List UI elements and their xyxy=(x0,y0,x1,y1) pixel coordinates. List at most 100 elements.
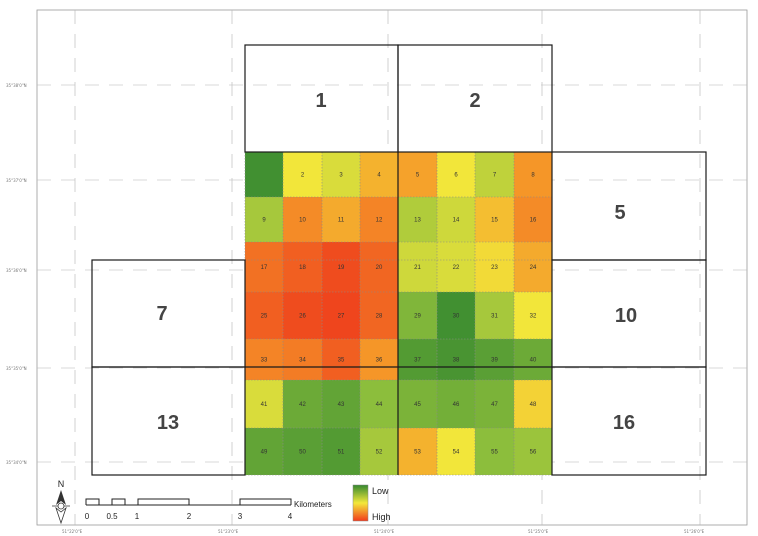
cell-number-label: 6 xyxy=(454,173,458,179)
heatmap-cell xyxy=(437,339,475,380)
lon-tick: 51°25'0"E xyxy=(528,529,549,534)
cell-number-label: 31 xyxy=(491,314,498,320)
heatmap-cell xyxy=(283,292,322,339)
block-label: 16 xyxy=(613,412,635,434)
scale-bar: 0 0.5 1 2 3 4 Kilometers xyxy=(85,498,332,521)
cell-number-label: 51 xyxy=(338,450,345,456)
lon-tick: 51°23'0"E xyxy=(218,529,239,534)
heatmap-cell xyxy=(283,242,322,292)
heatmap-cell xyxy=(514,152,552,197)
heatmap-cell xyxy=(245,428,283,475)
heatmap-cell xyxy=(360,428,398,475)
longitude-labels: 51°22'0"E 51°23'0"E 51°24'0"E 51°25'0"E … xyxy=(62,529,705,534)
heatmap-cell xyxy=(437,197,475,242)
cell-number-label: 16 xyxy=(530,218,537,224)
cell-number-label: 2 xyxy=(301,173,305,179)
cell-number-label: 26 xyxy=(299,314,306,320)
legend: Low High xyxy=(352,484,391,522)
heatmap-cell xyxy=(398,380,437,428)
cell-number-label: 47 xyxy=(491,402,498,408)
cell-number-label: 17 xyxy=(261,265,268,271)
heatmap-cell xyxy=(245,292,283,339)
heatmap-cell xyxy=(398,242,437,292)
heatmap-cell xyxy=(283,380,322,428)
cell-number-label: 15 xyxy=(491,218,498,224)
cell-number-label: 24 xyxy=(530,265,537,271)
cell-number-label: 21 xyxy=(414,265,421,271)
heatmap-cell xyxy=(514,380,552,428)
cell-number-label: 41 xyxy=(261,402,268,408)
cell-number-label: 48 xyxy=(530,402,537,408)
heatmap-cell xyxy=(360,292,398,339)
cell-number-label: 42 xyxy=(299,402,306,408)
cell-number-label: 44 xyxy=(376,402,383,408)
cell-number-label: 49 xyxy=(261,450,268,456)
heatmap-cell xyxy=(360,242,398,292)
cell-number-label: 54 xyxy=(453,450,460,456)
heatmap-cell xyxy=(475,292,514,339)
heatmap-cell xyxy=(360,152,398,197)
cell-number-label: 8 xyxy=(531,173,535,179)
heatmap-cell xyxy=(475,380,514,428)
cell-number-label: 14 xyxy=(453,218,460,224)
cell-number-label: 43 xyxy=(338,402,345,408)
heatmap-cell xyxy=(245,197,283,242)
scale-tick-label: 1 xyxy=(135,512,140,521)
heatmap-cell xyxy=(514,242,552,292)
block-label: 7 xyxy=(156,303,167,325)
scale-tick-label: 0 xyxy=(85,512,90,521)
lon-tick: 51°26'0"E xyxy=(684,529,705,534)
heatmap-cell xyxy=(437,380,475,428)
heatmap-cell xyxy=(437,242,475,292)
cell-number-label: 7 xyxy=(493,173,497,179)
scale-tick-label: 3 xyxy=(238,512,243,521)
heatmap-cell xyxy=(514,292,552,339)
cell-number-label: 18 xyxy=(299,265,306,271)
cell-number-label: 10 xyxy=(299,218,306,224)
heatmap-cell xyxy=(514,428,552,475)
heatmap-cell xyxy=(322,428,360,475)
lat-tick: 35°35'0"N xyxy=(6,366,27,371)
heatmap-cell xyxy=(360,197,398,242)
heatmap-cell xyxy=(245,242,283,292)
scale-tick-label: 2 xyxy=(187,512,192,521)
heatmap-cell xyxy=(475,428,514,475)
cell-number-label: 53 xyxy=(414,450,421,456)
cell-number-label: 9 xyxy=(262,218,266,224)
north-label: N xyxy=(58,479,65,489)
heatmap-cell xyxy=(514,197,552,242)
heatmap-cell xyxy=(475,339,514,380)
heatmap-cell xyxy=(437,152,475,197)
block-label: 10 xyxy=(615,305,637,327)
cell-number-label: 37 xyxy=(414,358,421,364)
cell-number-label: 23 xyxy=(491,265,498,271)
heatmap-cell xyxy=(398,197,437,242)
heatmap-cell xyxy=(475,242,514,292)
cell-number-label: 50 xyxy=(299,450,306,456)
cell-number-label: 34 xyxy=(299,358,306,364)
legend-high-label: High xyxy=(372,512,391,522)
heatmap-cell xyxy=(322,197,360,242)
lat-tick: 35°38'0"N xyxy=(6,83,27,88)
block-2-outline xyxy=(397,44,553,153)
heatmap-cell xyxy=(360,339,398,380)
heatmap-cell xyxy=(398,152,437,197)
heatmap-cell xyxy=(283,428,322,475)
heatmap-cell xyxy=(398,292,437,339)
heatmap-cell xyxy=(245,339,283,380)
cell-number-label: 38 xyxy=(453,358,460,364)
north-arrow-icon: N xyxy=(52,479,70,525)
cell-number-label: 39 xyxy=(491,358,498,364)
lat-tick: 35°37'0"N xyxy=(6,178,27,183)
cell-number-label: 52 xyxy=(376,450,383,456)
heatmap-cell xyxy=(322,380,360,428)
block-label: 5 xyxy=(614,202,625,224)
block-label: 13 xyxy=(157,412,179,434)
cell-number-label: 56 xyxy=(530,450,537,456)
cell-number-label: 55 xyxy=(491,450,498,456)
heatmap-cell xyxy=(398,428,437,475)
cell-number-label: 22 xyxy=(453,265,460,271)
heatmap-cell xyxy=(322,292,360,339)
latitude-labels: 35°38'0"N 35°37'0"N 35°36'0"N 35°35'0"N … xyxy=(6,83,27,465)
